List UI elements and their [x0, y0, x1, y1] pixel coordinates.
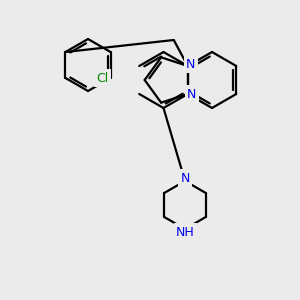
Text: N: N [180, 172, 190, 184]
Text: N: N [187, 88, 196, 100]
Text: Cl: Cl [96, 71, 109, 85]
Text: N: N [186, 58, 195, 70]
Text: NH: NH [176, 226, 194, 238]
